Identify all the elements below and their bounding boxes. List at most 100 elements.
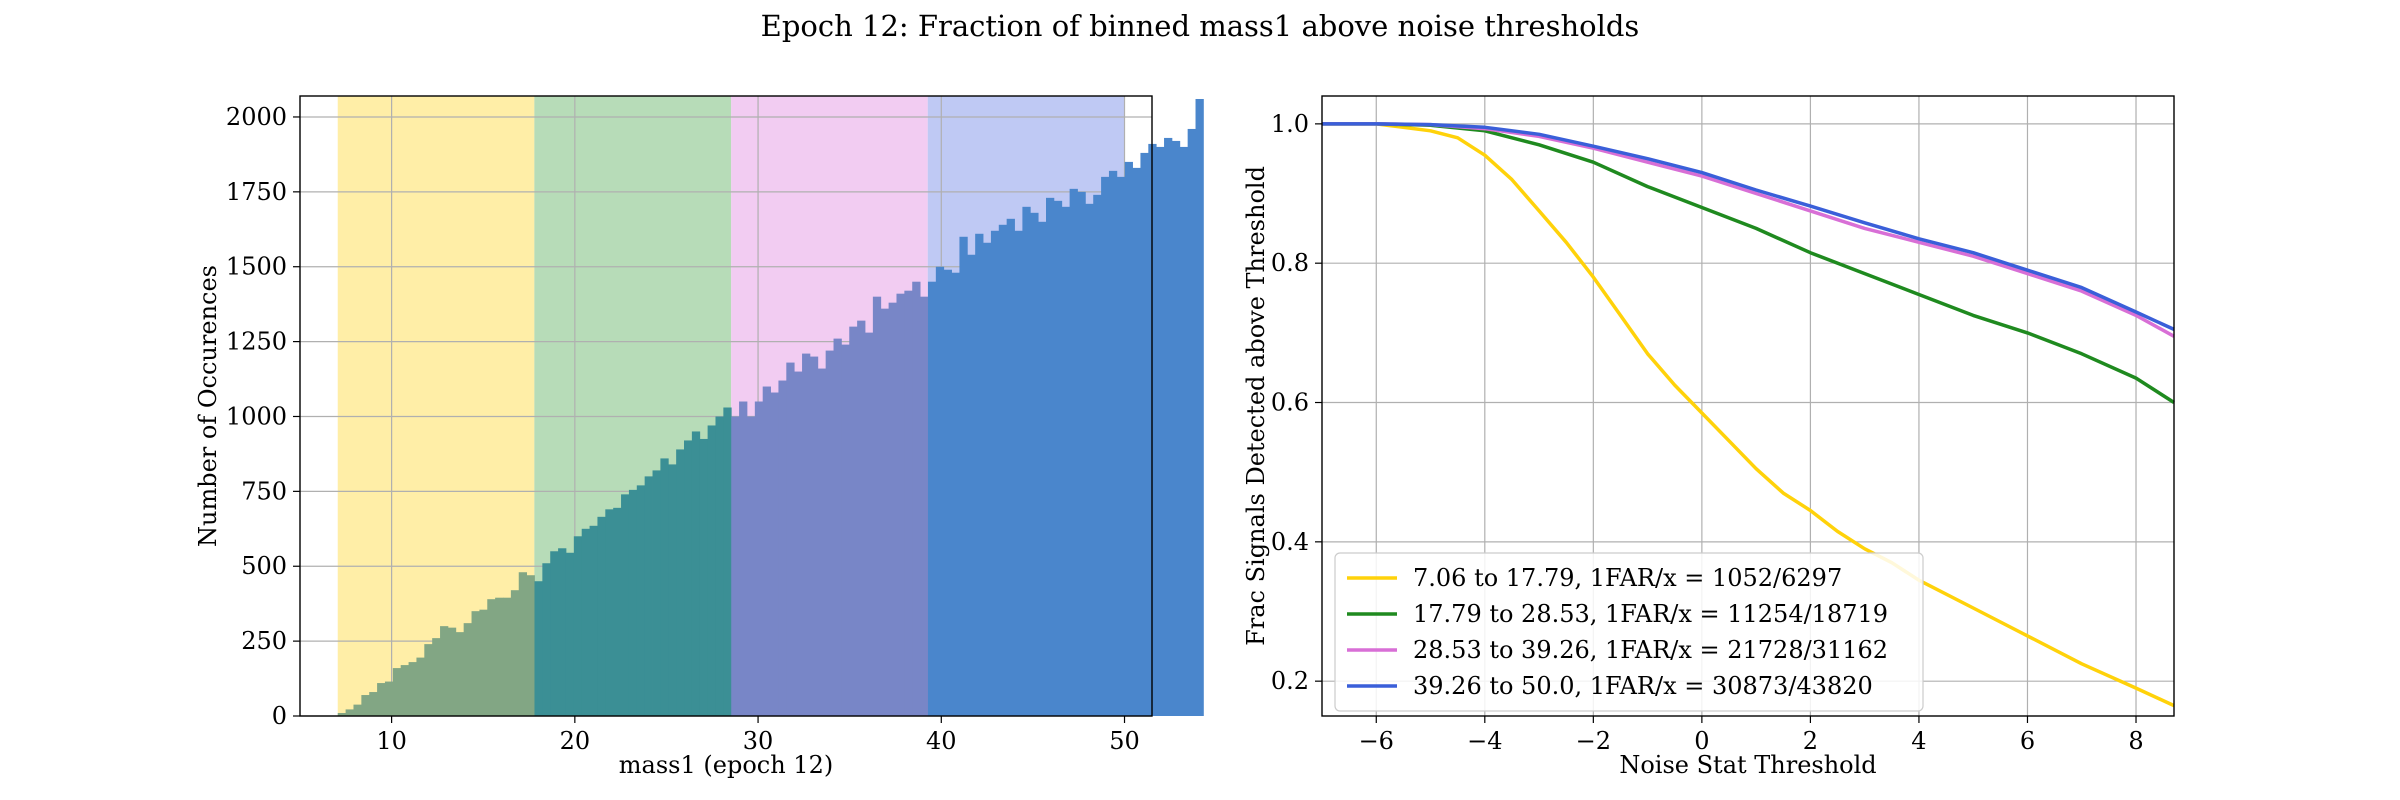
- histogram-bar: [377, 683, 386, 716]
- histogram-bar: [644, 476, 653, 716]
- histogram-bar: [1101, 176, 1110, 716]
- histogram-bar: [487, 599, 496, 716]
- histogram-bar: [731, 416, 740, 716]
- histogram-bar: [786, 362, 795, 716]
- line-chart-x-tick-label: −2: [1576, 727, 1611, 755]
- histogram-bar: [597, 516, 606, 716]
- histogram-y-axis-label: Number of Occurences: [194, 265, 222, 547]
- histogram-bar: [534, 581, 543, 716]
- histogram-bar: [896, 293, 905, 716]
- histogram-bar: [990, 230, 1000, 717]
- histogram-bar: [754, 401, 764, 716]
- histogram-plot-frame: [299, 95, 1153, 717]
- histogram-bar: [975, 233, 984, 716]
- legend-label-4: 39.26 to 50.0, 1FAR/x = 30873/43820: [1413, 672, 1873, 700]
- histogram-bar: [495, 597, 504, 716]
- histogram-bar: [558, 548, 567, 716]
- histogram-y-ticks: 0 250 500 750 1000 1250 1500 1750 2000: [226, 103, 300, 730]
- histogram-x-tick-label: 40: [926, 727, 957, 755]
- line-chart-x-axis-label: Noise Stat Threshold: [1619, 751, 1876, 779]
- histogram-y-tick-label: 250: [241, 627, 287, 655]
- histogram-bar: [1156, 146, 1165, 717]
- histogram-bar: [865, 332, 874, 716]
- histogram-bar: [1164, 137, 1173, 716]
- histogram-bar: [479, 609, 488, 716]
- histogram-bar: [778, 380, 787, 716]
- legend-box: [1334, 552, 1924, 712]
- legend-label-1: 7.06 to 17.79, 1FAR/x = 1052/6297: [1413, 564, 1842, 592]
- line-chart-gridlines: [1322, 96, 2174, 716]
- line-chart-series: [1322, 122, 2175, 708]
- histogram-bar: [1069, 188, 1078, 717]
- histogram-bar: [880, 308, 890, 716]
- line-series-1: [1322, 122, 2175, 708]
- histogram-y-tick-label: 1250: [226, 328, 287, 356]
- line-chart-x-tick-label: −6: [1359, 727, 1394, 755]
- histogram-x-tick-label: 20: [560, 727, 591, 755]
- histogram-x-axis-label: mass1 (epoch 12): [619, 751, 833, 779]
- histogram-x-tick-label: 50: [1109, 727, 1140, 755]
- line-chart-legend: 7.06 to 17.79, 1FAR/x = 1052/6297 17.79 t…: [1334, 552, 1924, 712]
- histogram-bar: [589, 525, 598, 716]
- histogram-bar: [613, 507, 622, 716]
- histogram-bar: [1014, 230, 1023, 717]
- histogram-bar: [345, 709, 354, 716]
- histogram-bar: [770, 392, 779, 716]
- histogram-bar: [833, 338, 842, 716]
- histogram-bar: [684, 440, 693, 716]
- histogram-x-ticks: 10 20 30 40 50: [376, 716, 1140, 755]
- histogram-bar: [1108, 170, 1118, 717]
- histogram-bar: [565, 552, 575, 716]
- histogram-bar: [794, 371, 803, 716]
- histogram-bar: [471, 611, 480, 716]
- histogram-bar: [1022, 206, 1031, 716]
- line-chart-y-tick-label: 0.6: [1271, 389, 1309, 417]
- histogram-bar: [1093, 194, 1102, 716]
- histogram-bar: [628, 489, 638, 716]
- line-chart-x-ticks: −6 −4 −2 0 2 4 6 8: [1359, 716, 2144, 755]
- histogram-bar: [416, 657, 425, 716]
- histogram-bar: [392, 668, 402, 716]
- histogram-bar: [1061, 206, 1071, 716]
- histogram-bar: [762, 386, 771, 716]
- histogram-bar: [809, 356, 819, 716]
- histogram-bar: [1077, 191, 1086, 717]
- histogram-bar: [739, 401, 748, 716]
- histogram-y-tick-label: 0: [272, 702, 287, 730]
- line-chart-y-axis-label: Frac Signals Detected above Threshold: [1242, 166, 1270, 646]
- histogram-bar: [581, 528, 590, 716]
- histogram-bar: [912, 281, 921, 716]
- histogram-bar: [455, 632, 465, 716]
- histogram-bar: [857, 320, 866, 716]
- histogram-bar: [943, 269, 952, 716]
- histogram-bar: [825, 350, 834, 716]
- line-chart-x-tick-label: −4: [1467, 727, 1502, 755]
- histogram-bar: [526, 575, 535, 716]
- histogram-bar: [872, 296, 882, 716]
- histogram-bar: [1053, 200, 1063, 716]
- histogram-bar: [888, 302, 897, 716]
- histogram-bar: [463, 623, 472, 716]
- histogram-bar: [361, 695, 370, 716]
- histogram-bar: [652, 470, 661, 716]
- histogram-bar: [927, 281, 937, 716]
- histogram-y-tick-label: 1500: [226, 253, 287, 281]
- histogram-bar: [636, 485, 646, 716]
- line-chart-y-tick-label: 1.0: [1271, 110, 1309, 138]
- histogram-bars: [337, 98, 1204, 717]
- histogram-y-tick-label: 750: [241, 477, 287, 505]
- histogram-y-tick-label: 2000: [226, 103, 287, 131]
- histogram-bar: [841, 344, 850, 716]
- histogram-bar: [1030, 212, 1039, 717]
- histogram-bar: [400, 665, 409, 716]
- line-chart-y-tick-label: 0.8: [1271, 249, 1309, 277]
- legend-label-2: 17.79 to 28.53, 1FAR/x = 11254/18719: [1413, 600, 1888, 628]
- histogram-bar: [660, 458, 669, 716]
- histogram-bar: [967, 254, 976, 716]
- histogram-bar: [951, 272, 960, 716]
- histogram-bar: [424, 644, 433, 716]
- histogram-bar: [550, 551, 559, 716]
- histogram-bar: [723, 407, 732, 716]
- histogram-bar: [510, 590, 520, 716]
- histogram-bar: [904, 290, 913, 716]
